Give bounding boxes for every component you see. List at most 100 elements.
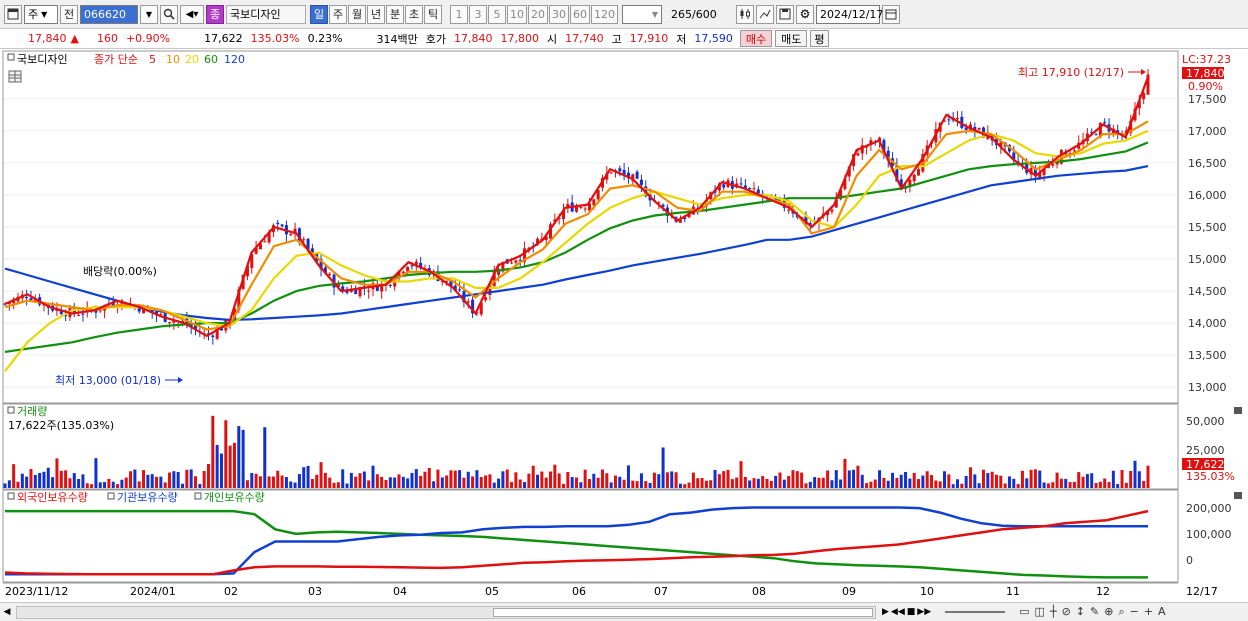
candle-body [280,224,284,227]
tab-day[interactable]: 일 [310,4,328,24]
tool-icon[interactable]: ✎ [1090,605,1100,618]
volume-bar [388,477,392,488]
split-icon[interactable]: ◫ [1034,605,1045,618]
buy-button[interactable]: 매수 [739,30,773,47]
candle-body [865,146,869,148]
hide-icon[interactable]: ⊘ [1061,605,1071,618]
zoom-out-icon[interactable]: − [1129,605,1139,618]
dropdown-icon[interactable]: ▼ [140,4,158,24]
volume-bar [484,475,488,488]
num-10-button[interactable]: 10 [507,4,527,24]
bid-price-2: 17,800 [500,32,540,45]
tab-week[interactable]: 주 [329,4,347,24]
candle-body [306,238,310,250]
zoom-icon[interactable]: ⌕ [1118,605,1125,618]
zoom-in-icon[interactable]: + [1143,605,1154,618]
volume-bar [297,474,301,488]
volume-bar [410,472,414,488]
volume-panel-close-icon[interactable] [1234,407,1242,414]
num-3-button[interactable]: 3 [469,4,487,24]
stock-code-input[interactable]: 066620 [80,4,138,24]
volume-tag-pct: 135.03% [1186,470,1235,483]
volume-bar [878,470,882,488]
toolbar: 주 ▼ 전 066620 ▼ ◀▾ 종 국보디자인 일 주 월 년 분 초 틱 1… [0,0,1248,29]
rewind-icon[interactable]: ◀◀ [890,607,905,617]
candle-body [657,202,661,204]
volume-bar [1064,478,1068,488]
candle-body [358,287,362,297]
volume-bar [419,475,423,488]
num-60-button[interactable]: 60 [570,4,590,24]
volume-bar [172,471,176,488]
calendar-icon[interactable] [882,4,900,24]
sell-button[interactable]: 매도 [775,30,808,47]
volume-bar [1090,473,1094,488]
volume-bar [323,472,327,488]
scroll-left-icon[interactable]: ◀ [3,607,11,617]
volume-bar [341,469,345,488]
num-30-button[interactable]: 30 [549,4,569,24]
candle-body [1137,100,1141,109]
layout-icon[interactable]: ▭ [1019,605,1030,618]
candle-body [7,302,11,304]
volume-bar [1038,470,1042,488]
search-icon[interactable] [160,4,178,24]
date-input[interactable]: 2024/12/17 [816,4,883,24]
ruler-icon[interactable]: ┼ [1049,605,1057,618]
scroll-track[interactable] [16,605,876,619]
stock-chart[interactable]: 국보디자인 종가 단순 5 10 20 60 120 최고 17,910 (12… [0,50,1248,602]
candle-body [973,126,977,132]
volume-bar [20,473,24,488]
forward-icon[interactable]: ▶▶ [917,607,932,617]
tab-year[interactable]: 년 [367,4,385,24]
crosshair-icon[interactable]: ⊕ [1104,605,1114,618]
save-icon[interactable] [776,4,794,24]
play-icon[interactable]: ▶ [882,607,889,617]
vertical-icon[interactable]: ↕ [1075,605,1085,618]
custom-number-select[interactable]: ▼ [622,4,662,24]
candle-body [59,309,63,315]
stop-icon[interactable]: ■ [906,607,916,617]
volume-bar [90,484,94,488]
num-5-button[interactable]: 5 [488,4,506,24]
candle-body [683,217,687,220]
volume-bar [631,480,635,488]
x-label: 07 [654,585,668,598]
tab-minute[interactable]: 분 [386,4,404,24]
scroll-thumb[interactable] [493,607,873,617]
legend-box-icon [7,53,15,61]
candle-body [587,203,591,211]
gear-icon[interactable]: ⚙ [796,4,814,24]
mode-button[interactable]: 전 [60,4,78,24]
volume-bar [722,471,726,488]
candle-body [557,218,561,220]
eval-button[interactable]: 평 [810,30,829,47]
speaker-icon[interactable]: ◀▾ [180,4,204,24]
num-1-button[interactable]: 1 [450,4,468,24]
volume-bar [856,465,860,488]
x-axis-labels: 2023/11/12 2024/01 02 03 04 05 06 07 08 … [5,585,1218,598]
volume-bar [146,474,150,488]
font-icon[interactable]: A [1158,605,1166,618]
tab-second[interactable]: 초 [405,4,423,24]
holdings-panel-close-icon[interactable] [1234,492,1242,499]
ma-10-line [4,120,1149,331]
tab-month[interactable]: 월 [348,4,366,24]
tab-tick[interactable]: 틱 [424,4,442,24]
ma-60-label: 60 [204,53,218,66]
holding-line-0 [4,509,1149,576]
draw-icon[interactable] [756,4,774,24]
volume-bar [544,477,548,488]
volume-bar [834,470,838,488]
price-tick-label: 17,500 [1188,93,1227,106]
candle-body [579,206,583,208]
candle-body [839,189,843,200]
candle-icon[interactable] [736,4,754,24]
window-icon[interactable] [4,4,22,24]
period-select[interactable]: 주 ▼ [24,4,58,24]
volume-bar [505,469,509,488]
num-20-button[interactable]: 20 [528,4,548,24]
zoom-slider[interactable] [945,611,1006,613]
volume-bar [349,472,353,488]
num-120-button[interactable]: 120 [591,4,618,24]
